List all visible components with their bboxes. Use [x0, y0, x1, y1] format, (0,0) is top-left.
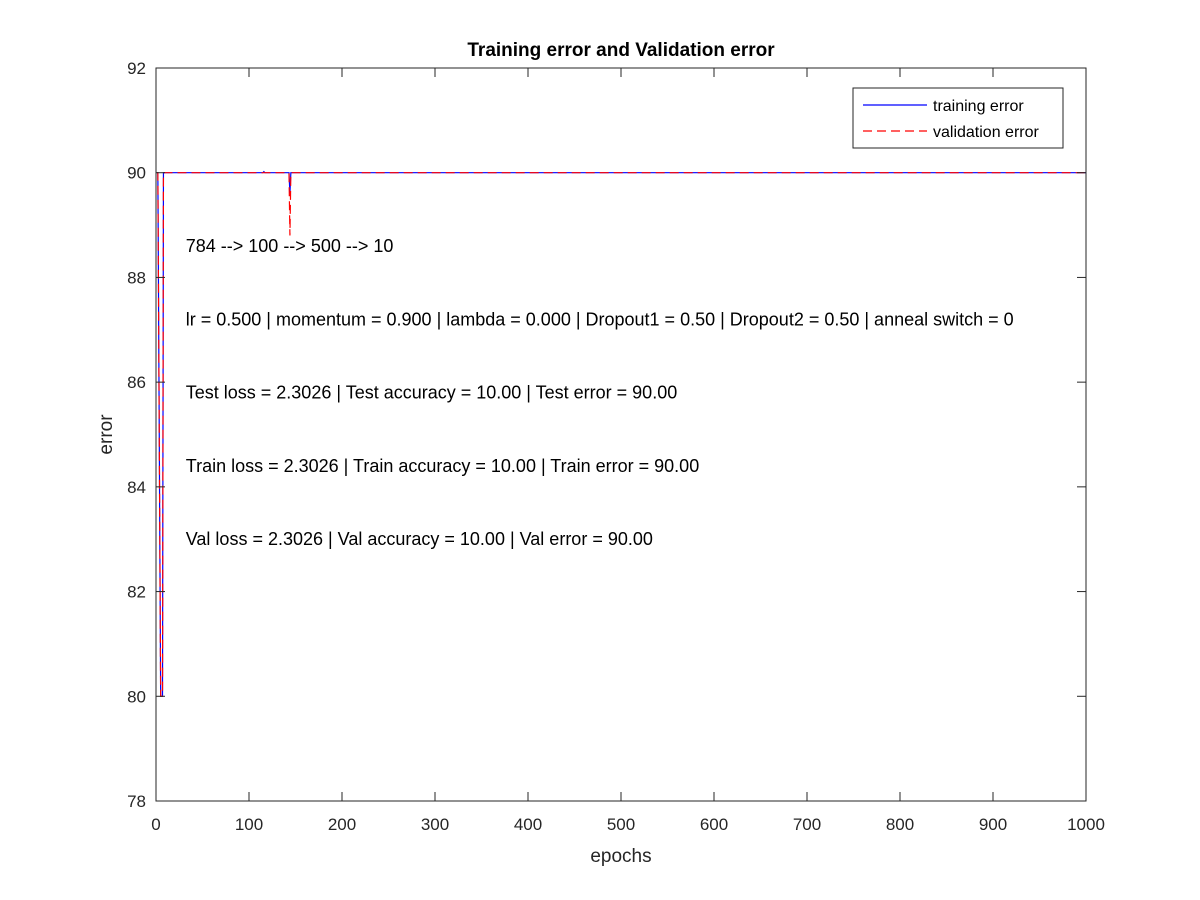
x-axis-label: epochs	[590, 846, 651, 867]
annotation-text: 784 --> 100 --> 500 --> 10	[186, 236, 394, 256]
x-tick-label: 300	[421, 815, 449, 834]
x-tick-label: 800	[886, 815, 914, 834]
y-tick-label: 86	[127, 373, 146, 392]
y-axis-label: error	[96, 414, 117, 455]
y-tick-label: 90	[127, 164, 146, 183]
y-tick-label: 80	[127, 687, 146, 706]
annotation-text: Train loss = 2.3026 | Train accuracy = 1…	[186, 456, 699, 476]
legend-box	[852, 87, 1064, 149]
x-tick-label: 900	[979, 815, 1007, 834]
x-tick-label: 500	[607, 815, 635, 834]
plot-area-frame	[155, 67, 1087, 802]
legend-label: validation error	[933, 124, 1040, 141]
chart-title: Training error and Validation error	[467, 40, 775, 61]
y-tick-label: 84	[127, 478, 146, 497]
y-tick-label: 78	[127, 792, 146, 811]
x-tick-label: 200	[328, 815, 356, 834]
x-tick-label: 600	[700, 815, 728, 834]
x-tick-label: 0	[151, 815, 160, 834]
y-axis-ticks: 78 80 82 84 86 88 90 92	[127, 59, 1086, 811]
x-tick-label: 100	[235, 815, 263, 834]
x-tick-label: 700	[793, 815, 821, 834]
legend-label: training error	[933, 98, 1024, 115]
x-tick-label: 1000	[1067, 815, 1105, 834]
legend: training error validation error	[852, 87, 1064, 149]
y-tick-label: 88	[127, 268, 146, 287]
annotation-text: Val loss = 2.3026 | Val accuracy = 10.00…	[186, 529, 653, 549]
annotation-text: lr = 0.500 | momentum = 0.900 | lambda =…	[186, 309, 1014, 329]
annotation-text: Test loss = 2.3026 | Test accuracy = 10.…	[186, 383, 677, 403]
y-tick-label: 92	[127, 59, 146, 78]
x-axis-ticks: 0 100 200 300 400 500 600 700 800 900 1000	[151, 68, 1105, 834]
y-tick-label: 82	[127, 583, 146, 602]
annotations: 784 --> 100 --> 500 --> 10 lr = 0.500 | m…	[186, 236, 1014, 549]
x-tick-label: 400	[514, 815, 542, 834]
